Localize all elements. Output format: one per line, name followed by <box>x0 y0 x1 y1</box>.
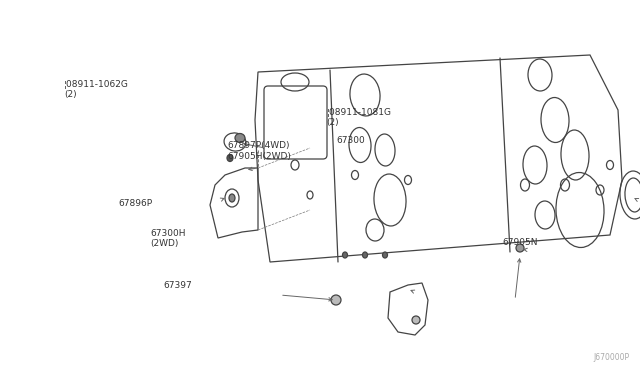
Text: 67905N: 67905N <box>502 238 538 247</box>
Ellipse shape <box>412 316 420 324</box>
Ellipse shape <box>342 252 348 258</box>
Text: 67896P: 67896P <box>118 199 152 208</box>
Ellipse shape <box>229 194 235 202</box>
Text: 67897P(4WD)
67905H(2WD): 67897P(4WD) 67905H(2WD) <box>227 141 291 161</box>
Text: 67300: 67300 <box>336 136 365 145</box>
Ellipse shape <box>383 252 387 258</box>
Text: 67300H
(2WD): 67300H (2WD) <box>150 229 186 248</box>
Text: ¦08911-1081G
(2): ¦08911-1081G (2) <box>326 108 392 127</box>
Ellipse shape <box>516 244 524 252</box>
Ellipse shape <box>331 295 341 305</box>
Text: ¦08911-1062G
(2): ¦08911-1062G (2) <box>64 80 129 99</box>
Text: J670000P: J670000P <box>594 353 630 362</box>
Ellipse shape <box>235 134 245 142</box>
Ellipse shape <box>227 154 233 161</box>
Text: 67397: 67397 <box>163 281 192 290</box>
Ellipse shape <box>362 252 367 258</box>
